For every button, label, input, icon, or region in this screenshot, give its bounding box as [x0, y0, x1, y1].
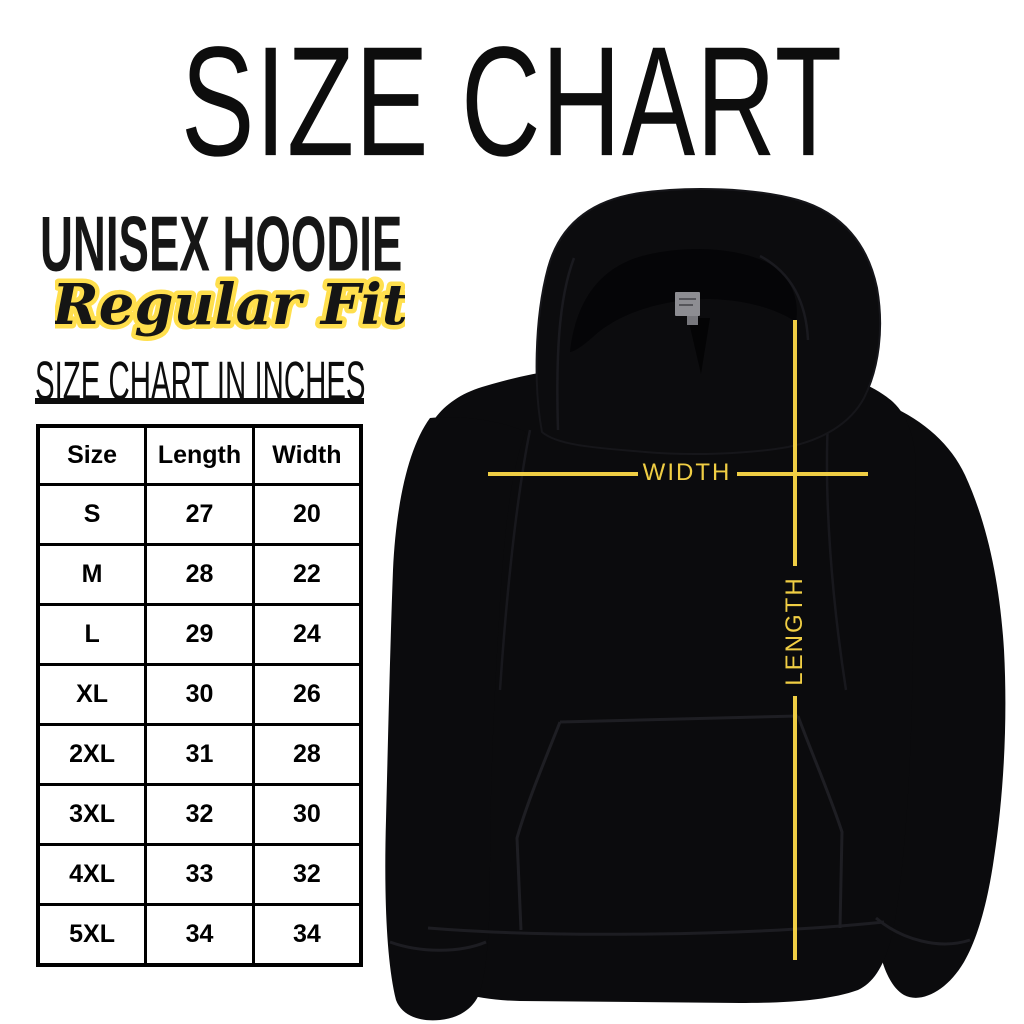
table-row: XL 30 26 — [36, 663, 363, 726]
hoodie-left-sleeve — [385, 417, 526, 1021]
product-fit-script: Regular Fit — [55, 268, 405, 343]
table-row: M 28 22 — [36, 543, 363, 606]
column-header-size: Size — [36, 424, 148, 486]
kangaroo-pocket-seam — [515, 714, 844, 931]
table-cell: 33 — [144, 843, 255, 906]
table-cell: 5XL — [36, 903, 148, 967]
table-cell: M — [36, 543, 148, 606]
length-measure-label: LENGTH — [781, 576, 808, 686]
table-cell: 32 — [251, 843, 363, 906]
table-cell: S — [36, 483, 148, 546]
size-table-body: S 27 20 M 28 22 L 29 24 XL 30 26 2XL 31 28 3XL 32 30 4XL 33… — [36, 483, 363, 967]
hem-seam — [427, 920, 885, 936]
table-row: 3XL 32 30 — [36, 783, 363, 846]
table-cell: 20 — [251, 483, 363, 546]
table-cell: 2XL — [36, 723, 148, 786]
table-row: L 29 24 — [36, 603, 363, 666]
product-name: UNISEX HOODIE — [40, 200, 403, 288]
width-measure-line-right — [737, 472, 868, 476]
size-table: Size Length Width S 27 20 M 28 22 L 29 24 XL 30 26 2… — [36, 424, 363, 967]
length-measure-line-bottom — [793, 696, 797, 960]
table-cell: 29 — [144, 603, 255, 666]
table-cell: 30 — [144, 663, 255, 726]
table-cell: 32 — [144, 783, 255, 846]
table-cell: 27 — [144, 483, 255, 546]
hood-lining-shadow — [570, 249, 797, 352]
table-cell: 26 — [251, 663, 363, 726]
neck-shadow — [688, 318, 710, 374]
column-header-width: Width — [251, 424, 363, 486]
product-fit-label: Regular Fit — [55, 272, 405, 338]
hood-brand-tag — [675, 292, 700, 325]
table-row: 5XL 34 34 — [36, 903, 363, 967]
table-row: S 27 20 — [36, 483, 363, 546]
hood-fold-highlight-left — [556, 257, 576, 431]
width-measure-label: WIDTH — [642, 459, 732, 486]
table-cell: 22 — [251, 543, 363, 606]
table-header-row: Size Length Width — [36, 424, 363, 486]
width-measure-line-left — [488, 472, 638, 476]
column-header-length: Length — [144, 424, 255, 486]
table-cell: 30 — [251, 783, 363, 846]
right-armhole-seam — [825, 419, 848, 691]
table-cell: 31 — [144, 723, 255, 786]
table-cell: L — [36, 603, 148, 666]
table-cell: 34 — [144, 903, 255, 967]
left-cuff-seam — [389, 940, 487, 952]
table-cell: 3XL — [36, 783, 148, 846]
right-cuff-seam — [875, 916, 971, 946]
table-heading-underline — [35, 398, 364, 404]
table-cell: 34 — [251, 903, 363, 967]
hoodie-body — [415, 365, 916, 1003]
left-armhole-seam — [498, 429, 532, 691]
page-title: SIZE CHART — [181, 14, 843, 190]
table-cell: 28 — [144, 543, 255, 606]
hood-fold-highlight-right — [759, 254, 810, 341]
table-row: 2XL 31 28 — [36, 723, 363, 786]
table-cell: 24 — [251, 603, 363, 666]
size-table-header: Size Length Width — [36, 424, 363, 486]
table-row: 4XL 33 32 — [36, 843, 363, 906]
table-cell: 4XL — [36, 843, 148, 906]
table-cell: XL — [36, 663, 148, 726]
table-cell: 28 — [251, 723, 363, 786]
length-measure-line-top — [793, 320, 797, 566]
